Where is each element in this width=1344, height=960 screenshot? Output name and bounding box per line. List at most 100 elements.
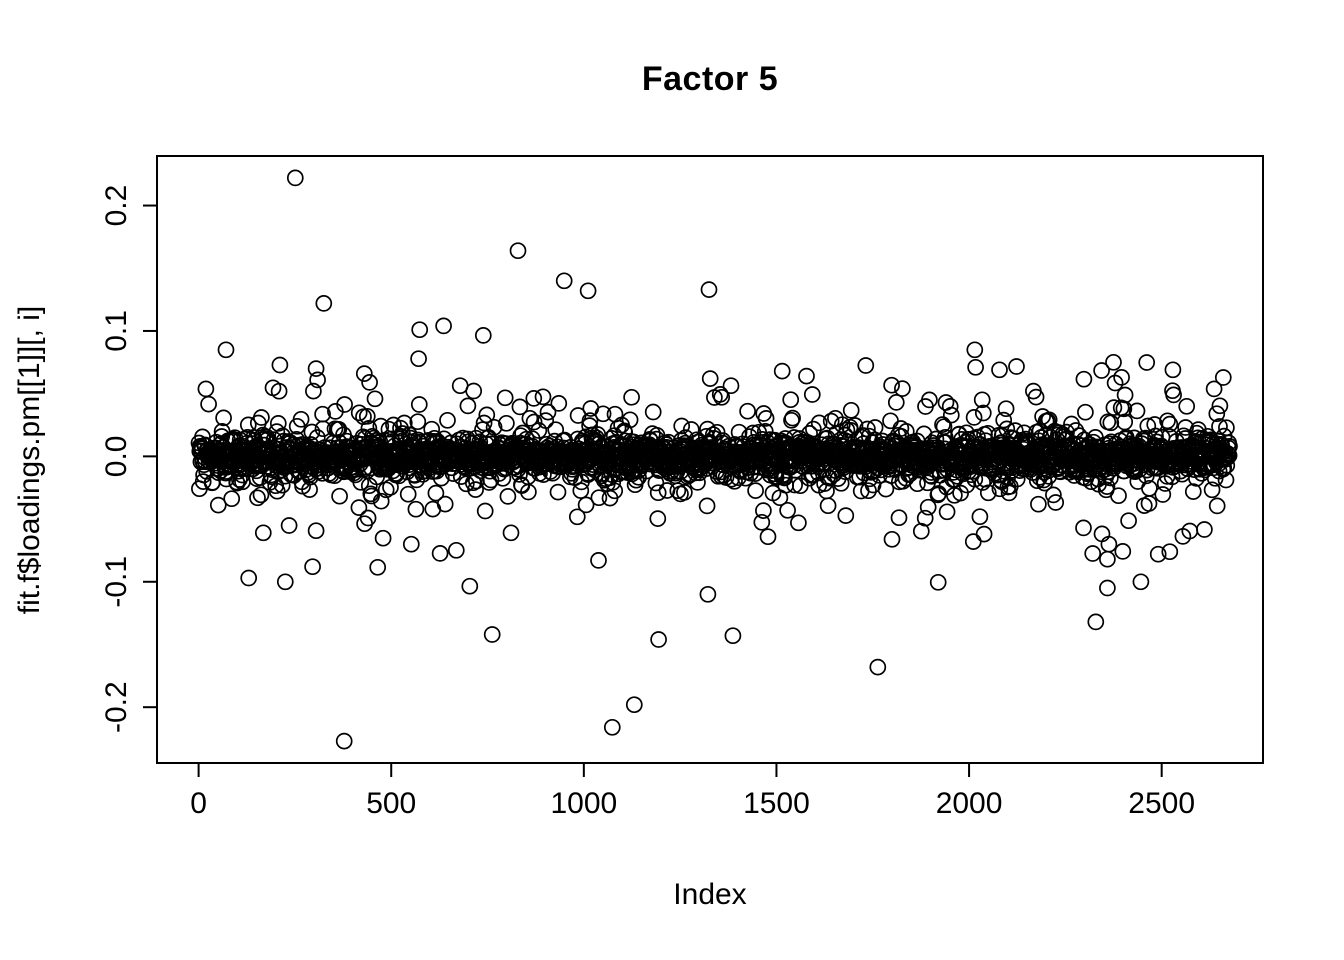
- data-point: [305, 382, 322, 400]
- data-point: [1165, 386, 1182, 404]
- data-point: [478, 406, 496, 424]
- data-point: [919, 498, 937, 516]
- data-point: [494, 469, 512, 487]
- data-point: [790, 514, 807, 532]
- data-point: [997, 400, 1015, 418]
- data-point: [427, 484, 445, 502]
- data-point: [286, 169, 304, 187]
- data-point: [350, 499, 368, 516]
- data-point: [1159, 412, 1176, 430]
- data-point: [399, 485, 417, 503]
- data-point: [1075, 370, 1093, 388]
- data-point: [496, 389, 514, 407]
- data-point: [459, 397, 477, 415]
- data-point: [966, 341, 984, 359]
- data-point: [1113, 369, 1130, 386]
- data-point: [894, 380, 911, 397]
- data-point: [539, 403, 557, 421]
- data-point: [240, 569, 258, 587]
- data-point: [866, 419, 884, 436]
- data-point: [995, 411, 1013, 429]
- data-point: [331, 487, 348, 505]
- data-point: [402, 535, 420, 553]
- data-point: [372, 417, 390, 435]
- data-point: [549, 483, 567, 501]
- data-point: [759, 528, 777, 546]
- data-point: [369, 558, 387, 576]
- data-point: [649, 484, 667, 502]
- data-point: [1120, 512, 1137, 530]
- data-point: [315, 295, 333, 312]
- data-point: [577, 496, 595, 514]
- data-point: [669, 482, 687, 500]
- data-point: [1105, 353, 1122, 371]
- data-point: [467, 481, 484, 498]
- data-point: [1093, 525, 1111, 543]
- data-point: [979, 484, 997, 502]
- data-point: [1047, 494, 1065, 511]
- data-point: [358, 407, 376, 425]
- data-point: [499, 488, 517, 505]
- data-point: [409, 413, 427, 431]
- data-point: [354, 428, 372, 446]
- data-point: [307, 360, 325, 377]
- x-tick-label: 1500: [743, 787, 810, 820]
- data-point: [1196, 521, 1213, 538]
- data-point: [292, 410, 310, 428]
- data-point: [1164, 361, 1182, 379]
- data-point: [350, 404, 368, 422]
- data-point: [744, 424, 762, 442]
- data-point: [377, 481, 395, 499]
- data-point: [603, 718, 621, 736]
- data-point: [273, 476, 291, 494]
- data-point: [252, 486, 270, 504]
- data-point: [755, 502, 772, 519]
- data-point: [436, 495, 454, 513]
- data-point: [890, 509, 908, 527]
- data-point: [810, 414, 828, 432]
- data-point: [1087, 613, 1105, 631]
- data-point: [590, 489, 608, 507]
- data-point: [217, 341, 235, 359]
- y-tick-label: 0.1: [100, 310, 133, 352]
- data-point: [773, 362, 791, 380]
- data-point: [361, 374, 378, 391]
- data-point: [194, 473, 212, 490]
- data-point: [991, 480, 1009, 498]
- data-point: [1105, 399, 1123, 416]
- data-point: [623, 388, 640, 406]
- data-point: [1211, 397, 1229, 415]
- data-point: [1008, 358, 1025, 375]
- data-point: [374, 529, 392, 547]
- data-point: [209, 496, 227, 514]
- data-point: [1110, 487, 1127, 505]
- x-tick-label: 2500: [1128, 787, 1195, 820]
- data-point: [869, 658, 887, 676]
- data-point: [1040, 411, 1058, 429]
- data-point: [842, 401, 860, 419]
- data-point: [887, 394, 905, 411]
- data-point: [1100, 535, 1118, 553]
- data-point: [537, 412, 555, 429]
- data-point: [627, 471, 645, 489]
- data-point: [525, 390, 543, 407]
- data-point: [511, 466, 528, 483]
- data-point: [1208, 405, 1226, 423]
- data-point: [520, 483, 537, 501]
- data-point: [511, 398, 529, 416]
- data-point: [701, 370, 719, 387]
- data-point: [534, 388, 552, 406]
- data-point: [269, 415, 287, 432]
- data-point: [1161, 543, 1179, 561]
- data-points-layer: [190, 169, 1238, 750]
- data-point: [753, 513, 771, 531]
- data-point: [1178, 397, 1196, 415]
- data-point: [1184, 483, 1202, 500]
- data-point: [973, 391, 991, 409]
- data-point: [309, 371, 326, 389]
- data-point: [882, 412, 899, 430]
- data-point: [590, 552, 607, 569]
- data-point: [857, 357, 875, 374]
- x-tick-label: 2000: [936, 787, 1003, 820]
- data-point: [476, 502, 494, 520]
